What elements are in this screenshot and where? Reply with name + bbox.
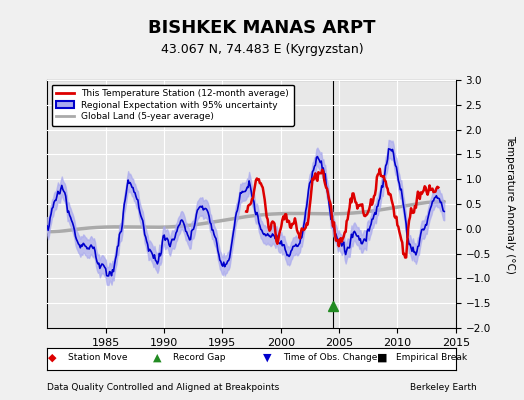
Text: Data Quality Controlled and Aligned at Breakpoints: Data Quality Controlled and Aligned at B… [47, 383, 279, 392]
Text: Record Gap: Record Gap [173, 354, 225, 362]
Text: Empirical Break: Empirical Break [396, 354, 467, 362]
Text: BISHKEK MANAS ARPT: BISHKEK MANAS ARPT [148, 19, 376, 37]
Y-axis label: Temperature Anomaly (°C): Temperature Anomaly (°C) [505, 134, 515, 274]
Legend: This Temperature Station (12-month average), Regional Expectation with 95% uncer: This Temperature Station (12-month avera… [52, 84, 294, 126]
Text: ■: ■ [377, 353, 388, 363]
Text: ▲: ▲ [153, 353, 161, 363]
Text: Station Move: Station Move [68, 354, 128, 362]
Text: 43.067 N, 74.483 E (Kyrgyzstan): 43.067 N, 74.483 E (Kyrgyzstan) [161, 44, 363, 56]
Text: ◆: ◆ [48, 353, 57, 363]
Text: Time of Obs. Change: Time of Obs. Change [283, 354, 377, 362]
Text: ▼: ▼ [263, 353, 271, 363]
Text: Berkeley Earth: Berkeley Earth [410, 383, 477, 392]
